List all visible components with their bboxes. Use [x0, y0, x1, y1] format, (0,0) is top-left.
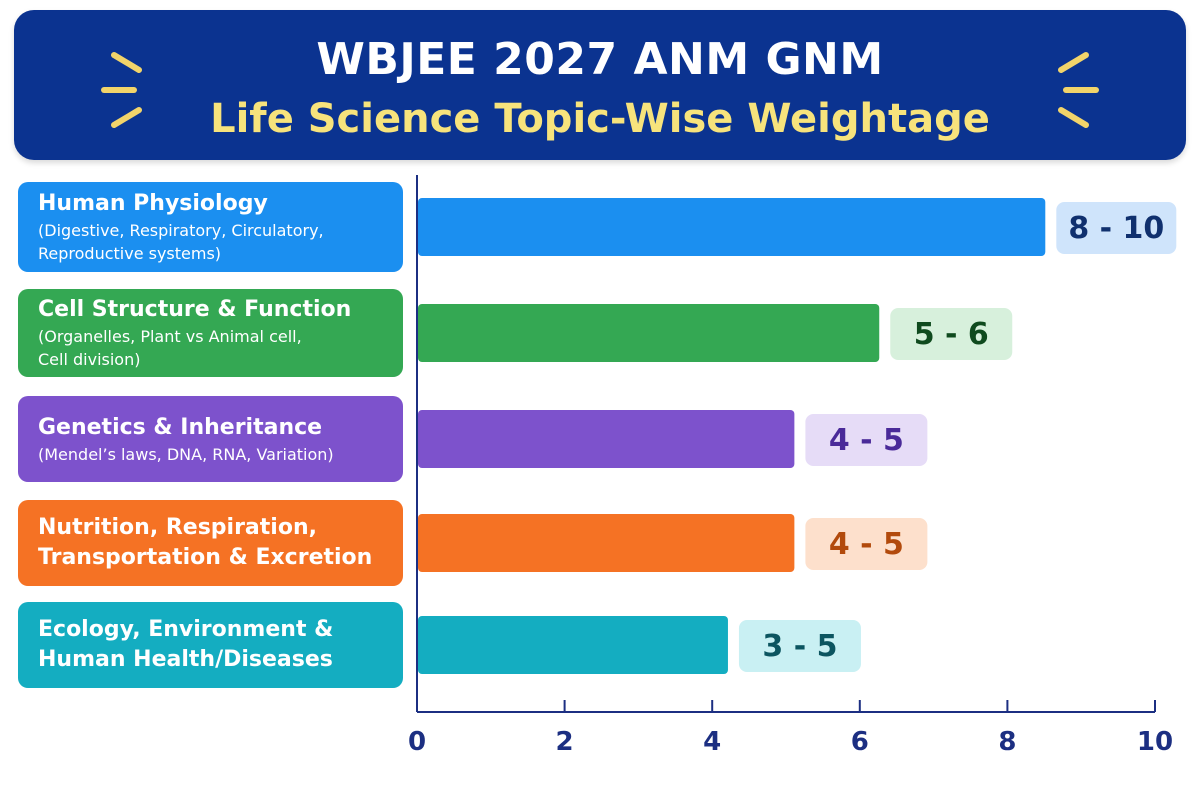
x-tick-label: 8: [998, 727, 1016, 757]
bar: [418, 514, 795, 572]
topic-detail: (Mendel’s laws, DNA, RNA, Variation): [38, 444, 334, 464]
topic-detail: (Organelles, Plant vs Animal cell,: [38, 327, 302, 346]
topic-name: Human Physiology: [38, 191, 268, 216]
topic-name: Cell Structure & Function: [38, 297, 352, 322]
topic-card-ecology: Ecology, Environment & Human Health/Dise…: [18, 602, 403, 688]
value-label-badge: [738, 620, 861, 672]
bar: [418, 410, 795, 468]
sparkle-right-icon: [1058, 52, 1099, 128]
topic-card-genetics: Genetics & Inheritance (Mendel’s laws, D…: [18, 396, 403, 482]
topic-name: Nutrition, Respiration,: [38, 515, 317, 540]
x-tick-label: 6: [851, 727, 869, 757]
value-label: 3 - 5: [762, 629, 837, 664]
topic-name-continued: Human Health/Diseases: [38, 647, 333, 672]
topic-name-continued: Transportation & Excretion: [38, 545, 373, 570]
topic-name: Ecology, Environment &: [38, 617, 334, 642]
value-label: 4 - 5: [829, 527, 904, 562]
topic-detail: Reproductive systems): [38, 244, 222, 263]
chart-subtitle: Life Science Topic-Wise Weightage: [210, 96, 990, 142]
sparkle-left-icon: [101, 52, 142, 128]
topic-card-cell-structure: Cell Structure & Function (Organelles, P…: [18, 289, 403, 377]
value-label-badge: [890, 308, 1013, 360]
title-banner: WBJEE 2027 ANM GNM Life Science Topic-Wi…: [14, 10, 1186, 160]
topic-card-nutrition: Nutrition, Respiration, Transportation &…: [18, 500, 403, 586]
value-label-badge: [1056, 202, 1177, 254]
topic-name: Genetics & Inheritance: [38, 414, 323, 440]
value-label-badge: [805, 518, 928, 570]
bar: [418, 198, 1046, 256]
x-tick-label: 0: [408, 727, 426, 757]
value-label-badge: [805, 414, 928, 466]
value-label: 5 - 6: [914, 317, 989, 352]
x-tick-label: 10: [1137, 727, 1173, 757]
topic-card-human-physiology: Human Physiology (Digestive, Respiratory…: [18, 182, 403, 272]
bar: [418, 616, 728, 674]
x-tick-label: 2: [556, 727, 574, 757]
value-label: 8 - 10: [1068, 211, 1164, 246]
value-label: 4 - 5: [829, 423, 904, 458]
x-tick-label: 4: [703, 727, 721, 757]
chart-title: WBJEE 2027 ANM GNM: [316, 34, 884, 85]
bar: [418, 304, 880, 362]
topic-detail: (Digestive, Respiratory, Circulatory,: [38, 221, 324, 240]
topic-detail: Cell division): [38, 350, 141, 369]
